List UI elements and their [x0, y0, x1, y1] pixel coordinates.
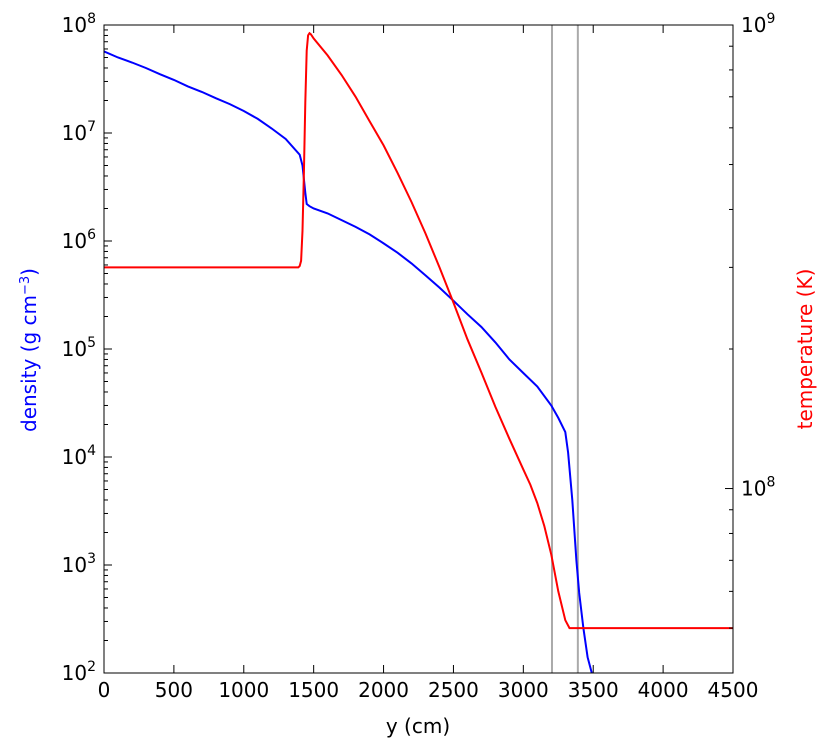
- left-tick-label-2: 104: [62, 443, 96, 469]
- x-tick-label-4: 2000: [358, 678, 409, 702]
- x-tick-label-8: 4000: [638, 678, 689, 702]
- x-axis-ticks: 0 500 1000 1500 2000 2500 3000 3500 4000 4500: [98, 25, 759, 702]
- left-tick-label-4: 106: [62, 227, 96, 253]
- plot-background: [104, 25, 733, 673]
- x-tick-label-3: 1500: [288, 678, 339, 702]
- right-tick-label-0: 108: [741, 475, 775, 501]
- left-tick-label-6: 108: [62, 11, 96, 37]
- right-tick-label-1: 109: [741, 11, 775, 37]
- left-axis-title: density (g cm−3): [17, 268, 41, 432]
- x-tick-label-9: 4500: [708, 678, 759, 702]
- left-axis-title-main: density (g cm: [17, 295, 41, 432]
- x-tick-label-6: 3000: [498, 678, 549, 702]
- x-tick-label-5: 2500: [428, 678, 479, 702]
- left-axis-title-close: ): [17, 268, 41, 276]
- series-line-left: [104, 50, 593, 673]
- x-tick-label-1: 500: [155, 678, 193, 702]
- x-tick-label-7: 3500: [568, 678, 619, 702]
- series-line-right: [104, 31, 733, 630]
- x-tick-label-0: 0: [98, 678, 111, 702]
- right-axis-ticks: 108 109: [725, 11, 775, 674]
- vertical-lines: [550, 25, 579, 673]
- x-axis-title: y (cm): [386, 714, 450, 738]
- right-axis-title: temperature (K): [793, 269, 817, 430]
- series-group: [104, 31, 733, 673]
- left-tick-label-3: 105: [62, 335, 96, 361]
- x-tick-label-2: 1000: [218, 678, 269, 702]
- left-tick-label-5: 107: [62, 119, 96, 145]
- left-axis-title-sup: −3: [18, 276, 33, 295]
- left-axis-ticks: 102 103 104 105 106 107 108: [62, 11, 112, 685]
- left-tick-label-1: 103: [62, 551, 96, 577]
- left-tick-label-0: 102: [62, 659, 96, 685]
